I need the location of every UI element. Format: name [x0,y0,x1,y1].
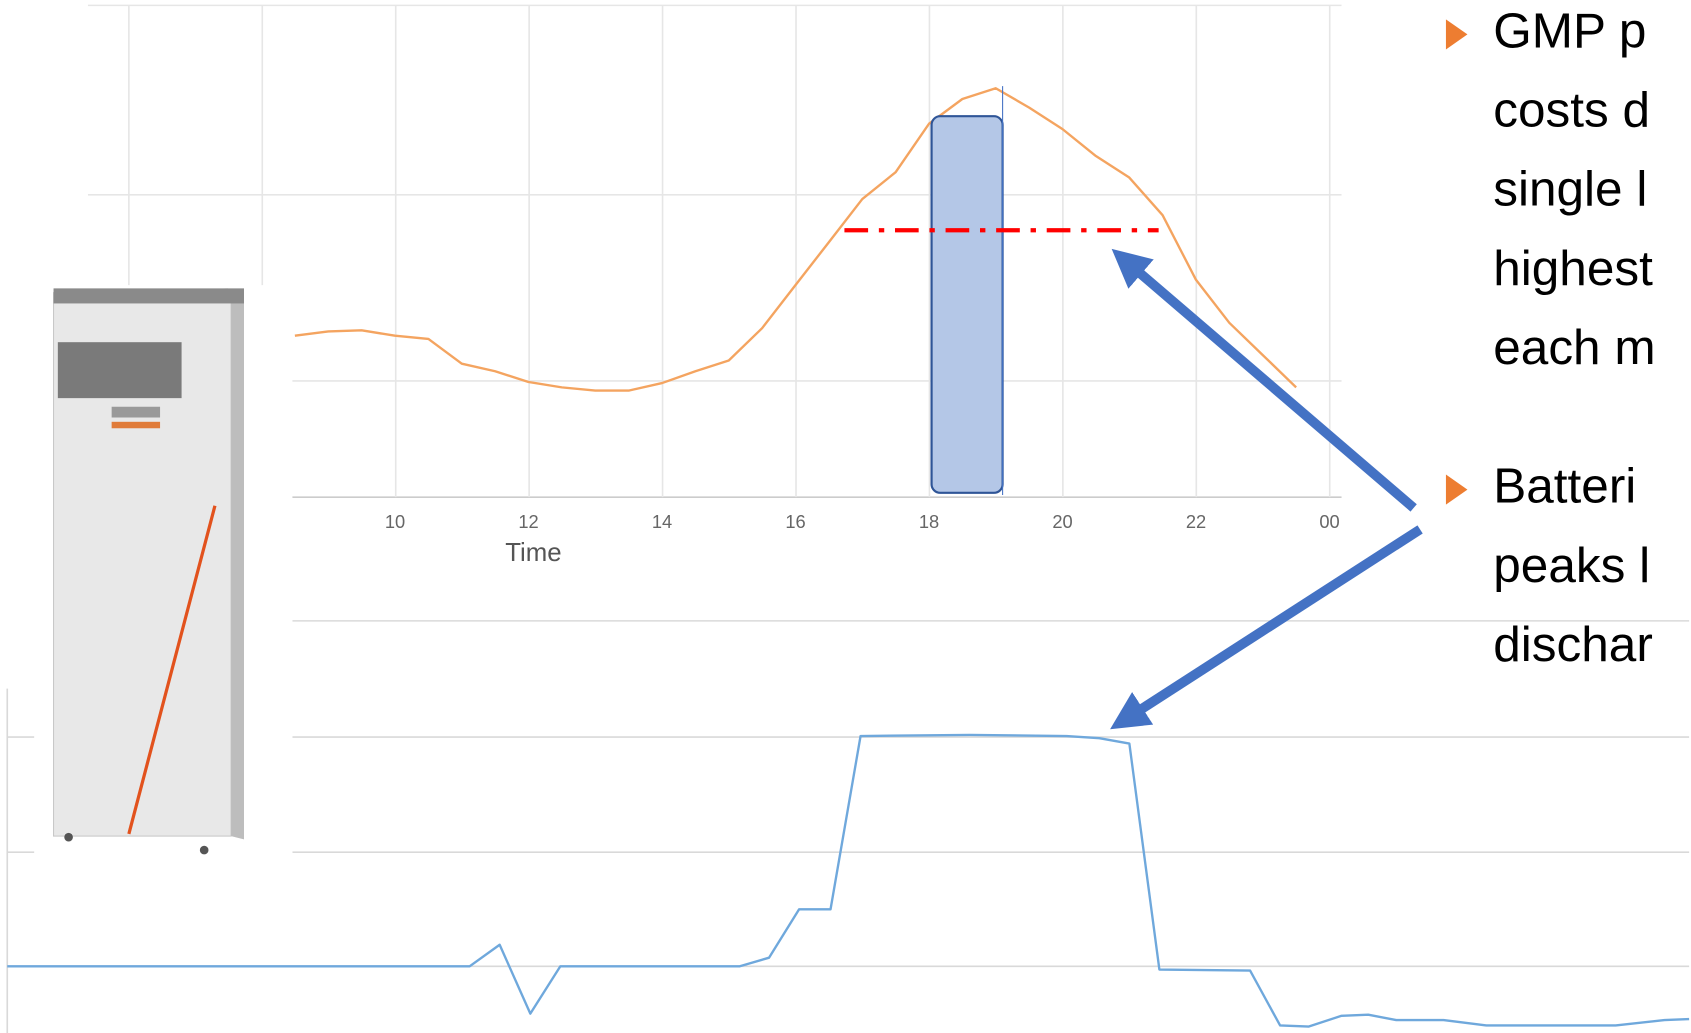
bullet-marker [1445,474,1468,505]
bullet-marker [1445,19,1468,50]
x-tick-label: 10 [385,511,405,532]
x-axis-label: Time [505,539,561,567]
x-tick-label: 20 [1052,511,1072,532]
arrow [1111,248,1417,512]
bullet-text: each m [1493,320,1655,375]
top-grid [87,4,1342,498]
bullet-text: dischar [1493,617,1653,672]
data-line [7,733,1690,1028]
x-tick-label: 16 [785,511,805,532]
data-line [294,87,1297,392]
bullet-text: GMP p [1493,4,1646,59]
battery-image [52,288,244,855]
x-tick-label: 22 [1186,511,1206,532]
bullet-text: costs d [1493,83,1650,138]
x-tick-label: 12 [518,511,538,532]
peak-window [930,115,1004,494]
bullet-text: peaks l [1493,538,1650,593]
charts: 10 12 14 16 18 20 22 00 Time [7,87,1690,1028]
x-tick-label: 14 [652,511,672,532]
bullet-text: single l [1493,162,1647,217]
x-tick-label: 18 [919,511,939,532]
bullet-text: highest [1493,241,1653,296]
x-tick-label: 00 [1319,511,1339,532]
bullet-text: Batteri [1493,459,1636,514]
arrow [1110,525,1423,730]
bullet-list: GMP p costs d single l highest each m Batteri… [1445,4,1656,672]
